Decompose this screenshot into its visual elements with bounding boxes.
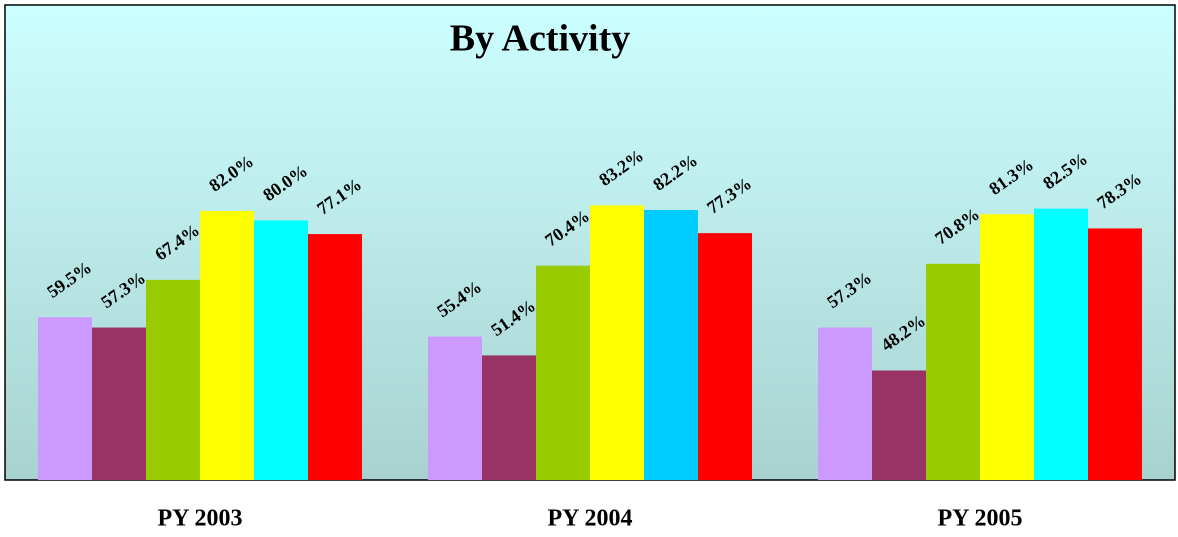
bar [146,279,200,480]
x-tick-label: PY 2004 [547,506,632,532]
bar [1088,228,1142,480]
bar [482,355,536,480]
bar [698,233,752,480]
x-tick-label: PY 2005 [937,506,1022,532]
bar [644,210,698,481]
x-tick-label: PY 2003 [157,506,242,532]
bar [818,327,872,480]
bar [38,317,92,480]
bar [926,263,980,480]
bar [1034,208,1088,480]
bar [980,214,1034,480]
bar [92,327,146,480]
bar [590,205,644,480]
bar [200,210,254,480]
chart-title: By Activity [450,18,630,60]
bar [254,220,308,480]
bar [428,336,482,480]
bar [872,370,926,480]
bar [308,234,362,480]
bar [536,265,590,480]
